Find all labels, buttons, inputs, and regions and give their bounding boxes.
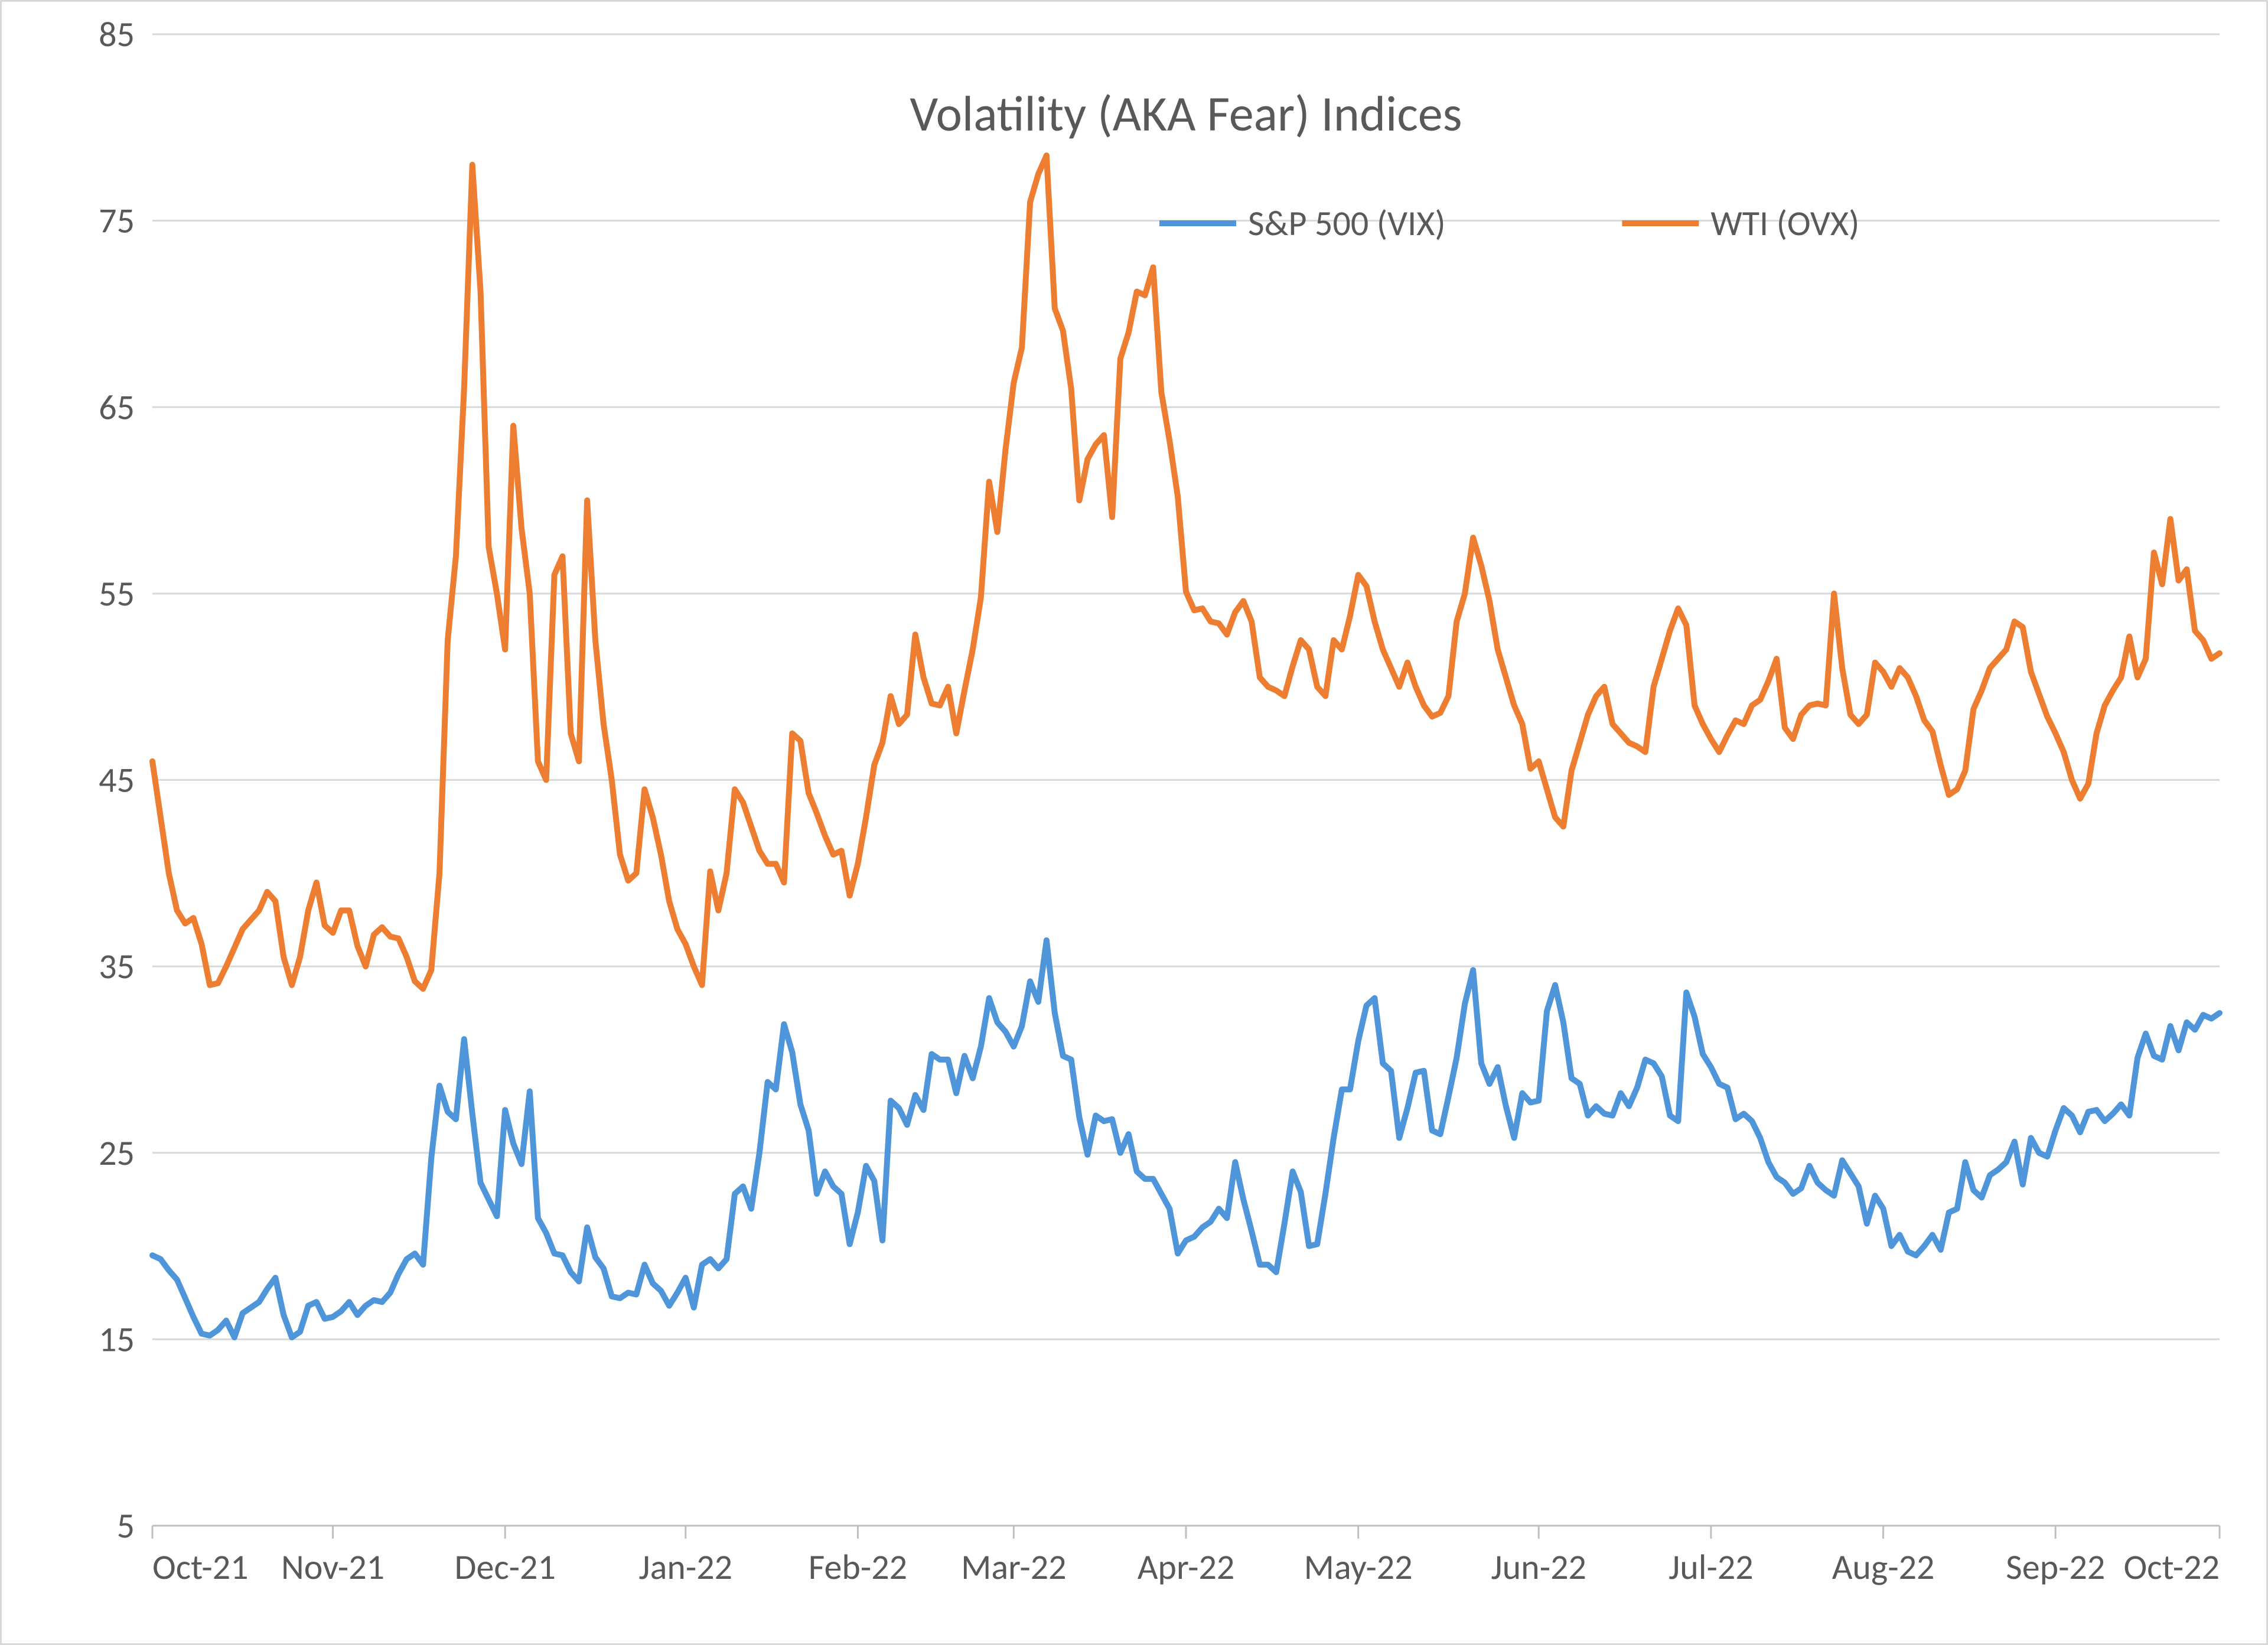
y-tick-label: 55 [99, 572, 135, 615]
series-line [152, 155, 2220, 989]
y-tick-label: 85 [99, 13, 135, 56]
x-tick-label: Nov-21 [281, 1546, 384, 1589]
legend-label: WTI (OVX) [1710, 202, 1859, 245]
y-tick-label: 45 [99, 759, 135, 802]
y-tick-label: 25 [99, 1132, 135, 1175]
y-tick-label: 15 [99, 1318, 135, 1361]
x-tick-label: Jul-22 [1669, 1546, 1754, 1589]
legend-label: S&P 500 (VIX) [1248, 202, 1446, 245]
x-tick-label: Dec-21 [455, 1546, 556, 1589]
x-tick-label: Sep-22 [2006, 1546, 2105, 1589]
y-tick-label: 5 [117, 1504, 135, 1548]
x-tick-label: Mar-22 [961, 1546, 1066, 1589]
x-tick-label: May-22 [1304, 1546, 1413, 1589]
y-tick-label: 35 [99, 945, 135, 988]
x-tick-label: Jan-22 [638, 1546, 732, 1589]
x-tick-label: Oct-22 [2123, 1546, 2220, 1589]
x-tick-label: Aug-22 [1832, 1546, 1935, 1589]
y-tick-label: 75 [99, 200, 135, 243]
series-line [152, 940, 2220, 1337]
volatility-chart: 5 15 25 35 45 55 65 75 85 Oct-21 Nov-21 Dec-21 Jan-2… [0, 0, 2268, 1645]
x-tick-label: Apr-22 [1138, 1546, 1235, 1589]
y-tick-label: 65 [99, 386, 135, 429]
chart-svg: 5 15 25 35 45 55 65 75 85 Oct-21 Nov-21 Dec-21 Jan-2… [2, 2, 2266, 1643]
chart-title: Volatility (AKA Fear) Indices [910, 83, 1462, 144]
x-tick-label: Oct-21 [152, 1546, 249, 1589]
x-tick-label: Jun-22 [1491, 1546, 1586, 1589]
x-tick-label: Feb-22 [809, 1546, 907, 1589]
